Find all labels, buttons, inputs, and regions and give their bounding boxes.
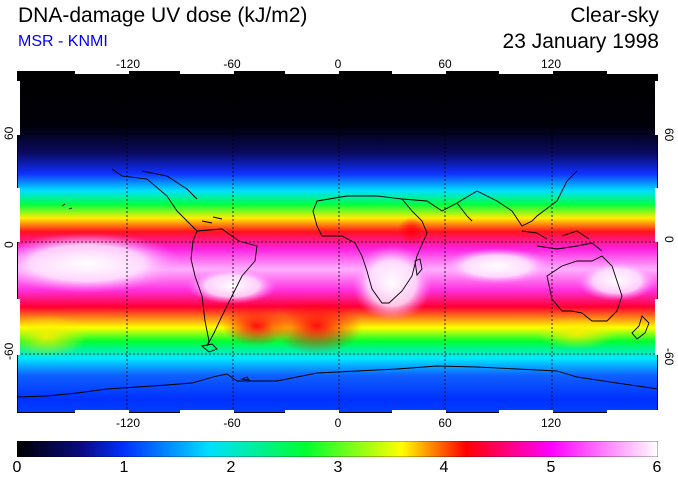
lon-tick-bottom: 0 bbox=[334, 416, 342, 430]
colorbar-tick-label: 4 bbox=[439, 459, 449, 476]
map-frame bbox=[17, 71, 658, 413]
color-scale-gradient bbox=[17, 441, 658, 457]
lat-tick-right: -60 bbox=[662, 348, 676, 366]
graticule bbox=[17, 71, 658, 413]
lon-tick-top: 120 bbox=[540, 57, 562, 71]
color-scale-bar bbox=[17, 441, 658, 457]
lon-tick-top: 0 bbox=[334, 57, 342, 71]
lon-tick-bottom: 60 bbox=[438, 416, 452, 430]
lat-tick-left: 60 bbox=[2, 126, 16, 140]
lon-tick-top: -60 bbox=[223, 57, 241, 71]
lon-tick-bottom: -120 bbox=[115, 416, 141, 430]
data-source: MSR - KNMI bbox=[18, 33, 108, 50]
colorbar-tick-label: 3 bbox=[333, 459, 343, 476]
lon-tick-top: -120 bbox=[115, 57, 141, 71]
map-title: DNA-damage UV dose (kJ/m2) bbox=[18, 4, 308, 27]
colorbar-tick-label: 2 bbox=[226, 459, 236, 476]
colorbar-tick-label: 5 bbox=[546, 459, 556, 476]
sky-condition: Clear-sky bbox=[570, 4, 659, 27]
uv-dose-map bbox=[17, 71, 658, 413]
lon-tick-bottom: 120 bbox=[540, 416, 562, 430]
lat-tick-left: -60 bbox=[2, 342, 16, 360]
colorbar-tick-label: 6 bbox=[652, 459, 662, 476]
lat-tick-right: 60 bbox=[662, 128, 676, 142]
colorbar-tick-label: 1 bbox=[119, 459, 129, 476]
colorbar-tick-label: 0 bbox=[12, 459, 22, 476]
lon-tick-top: 60 bbox=[438, 57, 452, 71]
uv-anomalies bbox=[17, 217, 657, 358]
lat-tick-right: 0 bbox=[662, 236, 676, 243]
lat-tick-left: 0 bbox=[2, 241, 16, 248]
map-date: 23 January 1998 bbox=[502, 30, 659, 53]
lon-tick-bottom: -60 bbox=[223, 416, 241, 430]
coastlines bbox=[17, 168, 658, 398]
